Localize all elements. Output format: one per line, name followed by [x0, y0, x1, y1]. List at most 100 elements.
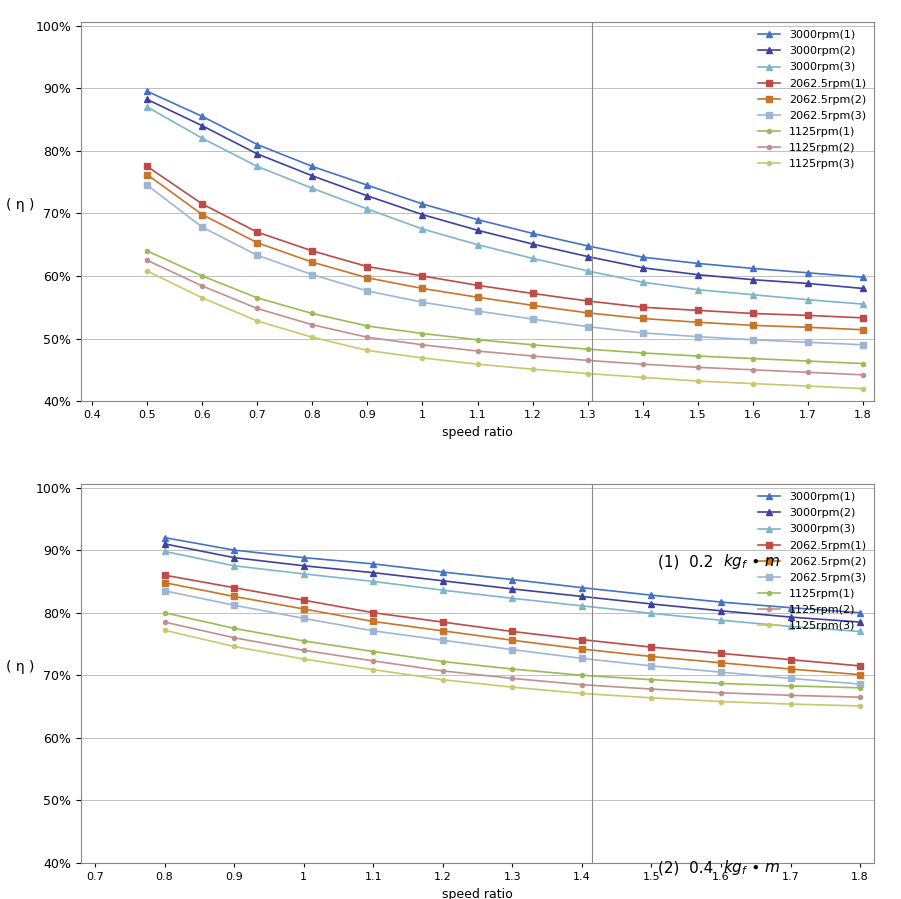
3000rpm(3) — [748, 289, 759, 300]
3000rpm(2) — [229, 552, 240, 563]
2062.5rpm(2) — [527, 300, 538, 311]
1125rpm(1) — [582, 343, 593, 354]
2062.5rpm(1) — [472, 280, 483, 290]
3000rpm(3) — [141, 102, 152, 112]
3000rpm(3) — [417, 224, 428, 235]
3000rpm(2) — [748, 274, 759, 285]
3000rpm(2) — [646, 599, 657, 610]
2062.5rpm(3) — [582, 321, 593, 332]
3000rpm(1) — [715, 597, 726, 608]
Line: 2062.5rpm(2): 2062.5rpm(2) — [162, 580, 863, 678]
3000rpm(1) — [646, 590, 657, 601]
2062.5rpm(3) — [577, 653, 587, 663]
2062.5rpm(3) — [298, 613, 309, 624]
3000rpm(3) — [307, 182, 318, 193]
2062.5rpm(1) — [417, 271, 428, 281]
2062.5rpm(3) — [637, 327, 648, 338]
3000rpm(3) — [785, 621, 796, 632]
2062.5rpm(3) — [692, 331, 703, 342]
2062.5rpm(2) — [785, 663, 796, 674]
1125rpm(2) — [159, 617, 170, 628]
3000rpm(3) — [507, 593, 518, 604]
1125rpm(3) — [507, 681, 518, 692]
2062.5rpm(1) — [307, 245, 318, 256]
1125rpm(1) — [637, 348, 648, 359]
1125rpm(2) — [858, 369, 869, 380]
3000rpm(1) — [855, 608, 866, 619]
2062.5rpm(3) — [141, 180, 152, 191]
3000rpm(3) — [582, 265, 593, 276]
2062.5rpm(1) — [692, 305, 703, 316]
1125rpm(2) — [196, 280, 207, 291]
1125rpm(1) — [692, 351, 703, 361]
1125rpm(3) — [646, 692, 657, 703]
2062.5rpm(2) — [159, 577, 170, 588]
2062.5rpm(2) — [417, 283, 428, 294]
3000rpm(3) — [437, 584, 448, 595]
1125rpm(1) — [577, 670, 587, 681]
2062.5rpm(1) — [368, 608, 378, 619]
3000rpm(3) — [858, 298, 869, 309]
2062.5rpm(2) — [858, 325, 869, 335]
Legend: 3000rpm(1), 3000rpm(2), 3000rpm(3), 2062.5rpm(1), 2062.5rpm(2), 2062.5rpm(3), 11: 3000rpm(1), 3000rpm(2), 3000rpm(3), 2062… — [753, 26, 870, 174]
2062.5rpm(2) — [368, 616, 378, 627]
2062.5rpm(3) — [646, 661, 657, 672]
3000rpm(3) — [803, 294, 814, 305]
3000rpm(2) — [507, 583, 518, 594]
3000rpm(1) — [582, 241, 593, 252]
2062.5rpm(1) — [362, 261, 373, 271]
2062.5rpm(1) — [646, 642, 657, 653]
3000rpm(1) — [858, 271, 869, 282]
3000rpm(1) — [748, 263, 759, 274]
1125rpm(3) — [715, 696, 726, 707]
Line: 3000rpm(2): 3000rpm(2) — [162, 541, 863, 625]
Line: 2062.5rpm(1): 2062.5rpm(1) — [162, 573, 863, 669]
1125rpm(1) — [159, 608, 170, 619]
Line: 2062.5rpm(2): 2062.5rpm(2) — [144, 172, 866, 333]
1125rpm(2) — [298, 645, 309, 655]
2062.5rpm(2) — [472, 292, 483, 303]
3000rpm(2) — [692, 270, 703, 280]
1125rpm(3) — [527, 364, 538, 375]
1125rpm(2) — [855, 692, 866, 703]
1125rpm(3) — [368, 664, 378, 675]
Y-axis label: ( η ): ( η ) — [5, 660, 34, 673]
1125rpm(2) — [252, 303, 263, 314]
2062.5rpm(1) — [715, 648, 726, 659]
1125rpm(1) — [437, 656, 448, 667]
1125rpm(1) — [858, 358, 869, 369]
1125rpm(1) — [417, 328, 428, 339]
1125rpm(1) — [748, 353, 759, 364]
X-axis label: speed ratio: speed ratio — [442, 887, 513, 899]
1125rpm(3) — [785, 699, 796, 709]
Line: 1125rpm(2): 1125rpm(2) — [162, 620, 862, 699]
2062.5rpm(3) — [437, 635, 448, 645]
2062.5rpm(1) — [159, 570, 170, 581]
Line: 3000rpm(1): 3000rpm(1) — [162, 535, 863, 616]
2062.5rpm(3) — [229, 600, 240, 610]
1125rpm(3) — [159, 625, 170, 636]
2062.5rpm(1) — [637, 302, 648, 313]
2062.5rpm(2) — [507, 635, 518, 645]
1125rpm(2) — [362, 332, 373, 343]
1125rpm(3) — [692, 376, 703, 387]
3000rpm(1) — [527, 228, 538, 239]
Line: 3000rpm(2): 3000rpm(2) — [144, 97, 866, 291]
2062.5rpm(2) — [307, 257, 318, 268]
2062.5rpm(2) — [855, 669, 866, 680]
2062.5rpm(2) — [437, 626, 448, 636]
Text: $kg_f$ $\bullet$ $m$: $kg_f$ $\bullet$ $m$ — [723, 858, 780, 877]
2062.5rpm(1) — [855, 661, 866, 672]
Line: 1125rpm(3): 1125rpm(3) — [145, 269, 865, 391]
1125rpm(3) — [803, 380, 814, 391]
1125rpm(3) — [229, 641, 240, 652]
3000rpm(1) — [577, 583, 587, 593]
2062.5rpm(3) — [507, 645, 518, 655]
3000rpm(2) — [785, 611, 796, 622]
1125rpm(3) — [637, 372, 648, 383]
3000rpm(1) — [785, 602, 796, 613]
2062.5rpm(2) — [692, 316, 703, 327]
1125rpm(3) — [855, 700, 866, 711]
3000rpm(2) — [527, 238, 538, 249]
1125rpm(1) — [527, 340, 538, 351]
